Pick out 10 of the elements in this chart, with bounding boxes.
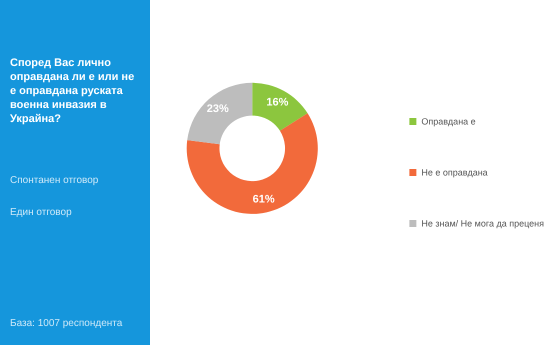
text: База: 1007 респондента: [10, 318, 124, 329]
legend-label: Не е оправдана: [421, 168, 488, 178]
data-label: 23%: [206, 103, 229, 116]
text: Спонтанен отговор: [10, 175, 100, 186]
text: Един отговор: [10, 207, 73, 218]
legend-label: Оправдана е: [421, 116, 476, 126]
data-label: 16%: [266, 96, 289, 109]
legend-label: Не знам/ Не мога да преценя: [421, 218, 544, 228]
text: Според Вас лично оправдана ли е или не е оправдана руската военна инвазия в Украйна?: [10, 56, 136, 126]
data-label: 61%: [252, 193, 275, 206]
